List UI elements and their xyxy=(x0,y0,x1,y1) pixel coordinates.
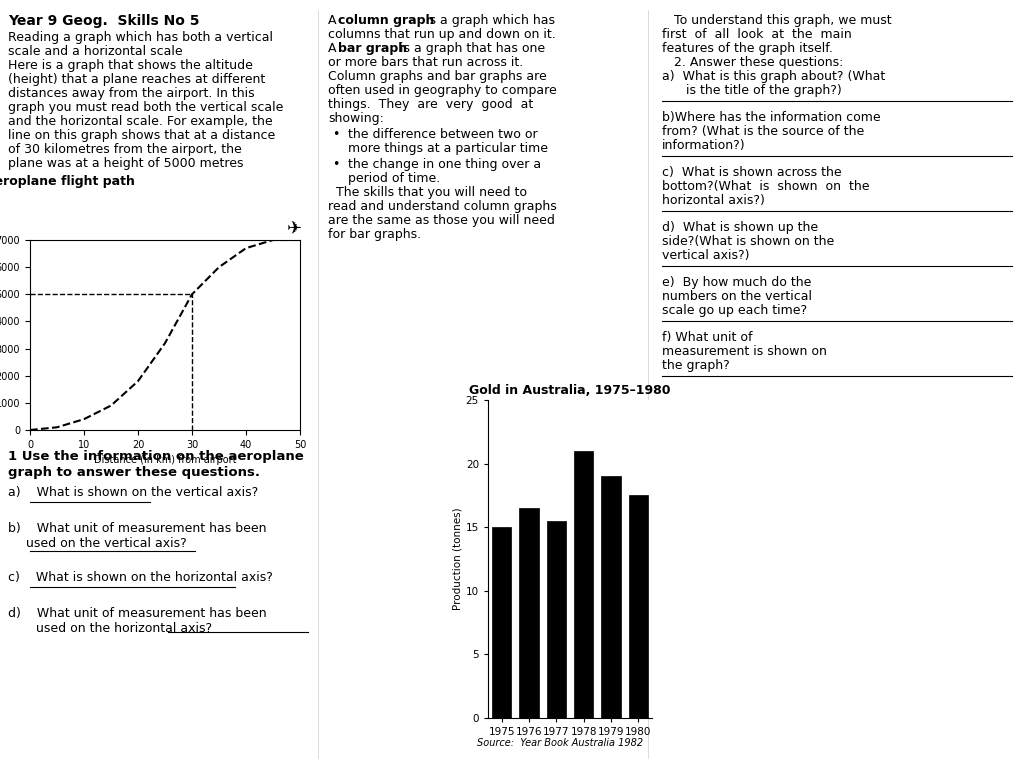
Text: The skills that you will need to: The skills that you will need to xyxy=(328,186,527,199)
Text: scale and a horizontal scale: scale and a horizontal scale xyxy=(8,45,182,58)
Bar xyxy=(493,527,511,718)
Text: the difference between two or: the difference between two or xyxy=(348,128,538,141)
Text: or more bars that run across it.: or more bars that run across it. xyxy=(328,56,523,69)
Text: b)Where has the information come: b)Where has the information come xyxy=(662,111,881,124)
Text: distances away from the airport. In this: distances away from the airport. In this xyxy=(8,87,255,100)
Text: c)  What is shown across the: c) What is shown across the xyxy=(662,166,842,179)
Bar xyxy=(547,521,566,718)
Text: the graph?: the graph? xyxy=(662,359,730,372)
Text: features of the graph itself.: features of the graph itself. xyxy=(662,42,833,55)
Text: 1 Use the information on the aeroplane: 1 Use the information on the aeroplane xyxy=(8,450,304,463)
Text: is a graph that has one: is a graph that has one xyxy=(396,42,545,55)
Text: scale go up each time?: scale go up each time? xyxy=(662,304,807,317)
Text: and the horizontal scale. For example, the: and the horizontal scale. For example, t… xyxy=(8,115,272,128)
Text: ✈: ✈ xyxy=(287,220,302,239)
Text: showing:: showing: xyxy=(328,112,384,125)
Text: first  of  all  look  at  the  main: first of all look at the main xyxy=(662,28,852,41)
Text: Aeroplane flight path: Aeroplane flight path xyxy=(0,175,135,188)
Text: (height) that a plane reaches at different: (height) that a plane reaches at differe… xyxy=(8,73,265,86)
Text: line on this graph shows that at a distance: line on this graph shows that at a dista… xyxy=(8,129,275,142)
Text: horizontal axis?): horizontal axis?) xyxy=(662,194,765,207)
Text: more things at a particular time: more things at a particular time xyxy=(348,142,548,155)
Text: numbers on the vertical: numbers on the vertical xyxy=(662,290,812,303)
Text: To understand this graph, we must: To understand this graph, we must xyxy=(662,14,892,27)
Text: a)    What is shown on the vertical axis?: a) What is shown on the vertical axis? xyxy=(8,486,258,499)
Text: d)  What is shown up the: d) What is shown up the xyxy=(662,221,818,234)
Text: bar graph: bar graph xyxy=(338,42,408,55)
Text: •: • xyxy=(332,158,339,171)
Text: plane was at a height of 5000 metres: plane was at a height of 5000 metres xyxy=(8,157,244,170)
Text: bottom?(What  is  shown  on  the: bottom?(What is shown on the xyxy=(662,180,869,193)
Y-axis label: Production (tonnes): Production (tonnes) xyxy=(453,508,463,611)
Text: Year 9 Geog.  Skills No 5: Year 9 Geog. Skills No 5 xyxy=(8,14,200,28)
Text: 2. Answer these questions:: 2. Answer these questions: xyxy=(662,56,844,69)
Text: graph to answer these questions.: graph to answer these questions. xyxy=(8,466,260,479)
Text: A: A xyxy=(328,42,341,55)
Text: measurement is shown on: measurement is shown on xyxy=(662,345,826,358)
X-axis label: Distance (in km) from airport: Distance (in km) from airport xyxy=(94,455,237,465)
Text: e)  By how much do the: e) By how much do the xyxy=(662,276,811,289)
Text: from? (What is the source of the: from? (What is the source of the xyxy=(662,125,864,138)
Text: are the same as those you will need: are the same as those you will need xyxy=(328,214,555,227)
Bar xyxy=(629,495,648,718)
Text: used on the vertical axis?: used on the vertical axis? xyxy=(26,537,186,550)
Title: Gold in Australia, 1975–1980: Gold in Australia, 1975–1980 xyxy=(469,385,671,398)
Text: vertical axis?): vertical axis?) xyxy=(662,249,750,262)
Text: a)  What is this graph about? (What: a) What is this graph about? (What xyxy=(662,70,886,83)
Text: column graph: column graph xyxy=(338,14,434,27)
Text: is the title of the graph?): is the title of the graph?) xyxy=(662,84,842,97)
Text: Source:  Year Book Australia 1982: Source: Year Book Australia 1982 xyxy=(477,738,643,748)
Bar xyxy=(601,476,621,718)
Text: d)    What unit of measurement has been: d) What unit of measurement has been xyxy=(8,607,266,620)
Text: used on the horizontal axis?: used on the horizontal axis? xyxy=(8,622,212,635)
Bar xyxy=(574,451,593,718)
Text: read and understand column graphs: read and understand column graphs xyxy=(328,200,557,213)
Bar xyxy=(519,508,539,718)
Text: side?(What is shown on the: side?(What is shown on the xyxy=(662,235,835,248)
Text: A: A xyxy=(328,14,341,27)
Text: of 30 kilometres from the airport, the: of 30 kilometres from the airport, the xyxy=(8,143,242,156)
Text: information?): information?) xyxy=(662,139,745,152)
Text: columns that run up and down on it.: columns that run up and down on it. xyxy=(328,28,556,41)
Text: often used in geography to compare: often used in geography to compare xyxy=(328,84,557,97)
Text: the change in one thing over a: the change in one thing over a xyxy=(348,158,541,171)
Text: is a graph which has: is a graph which has xyxy=(422,14,555,27)
Text: Reading a graph which has both a vertical: Reading a graph which has both a vertica… xyxy=(8,31,273,44)
Text: Column graphs and bar graphs are: Column graphs and bar graphs are xyxy=(328,70,547,83)
Text: c)    What is shown on the horizontal axis?: c) What is shown on the horizontal axis? xyxy=(8,571,272,584)
Text: b)    What unit of measurement has been: b) What unit of measurement has been xyxy=(8,522,266,535)
Text: •: • xyxy=(332,128,339,141)
Text: graph you must read both the vertical scale: graph you must read both the vertical sc… xyxy=(8,101,284,114)
Text: f) What unit of: f) What unit of xyxy=(662,331,753,344)
Text: things.  They  are  very  good  at: things. They are very good at xyxy=(328,98,534,111)
Text: period of time.: period of time. xyxy=(348,172,440,185)
Text: for bar graphs.: for bar graphs. xyxy=(328,228,421,241)
Text: Here is a graph that shows the altitude: Here is a graph that shows the altitude xyxy=(8,59,253,72)
